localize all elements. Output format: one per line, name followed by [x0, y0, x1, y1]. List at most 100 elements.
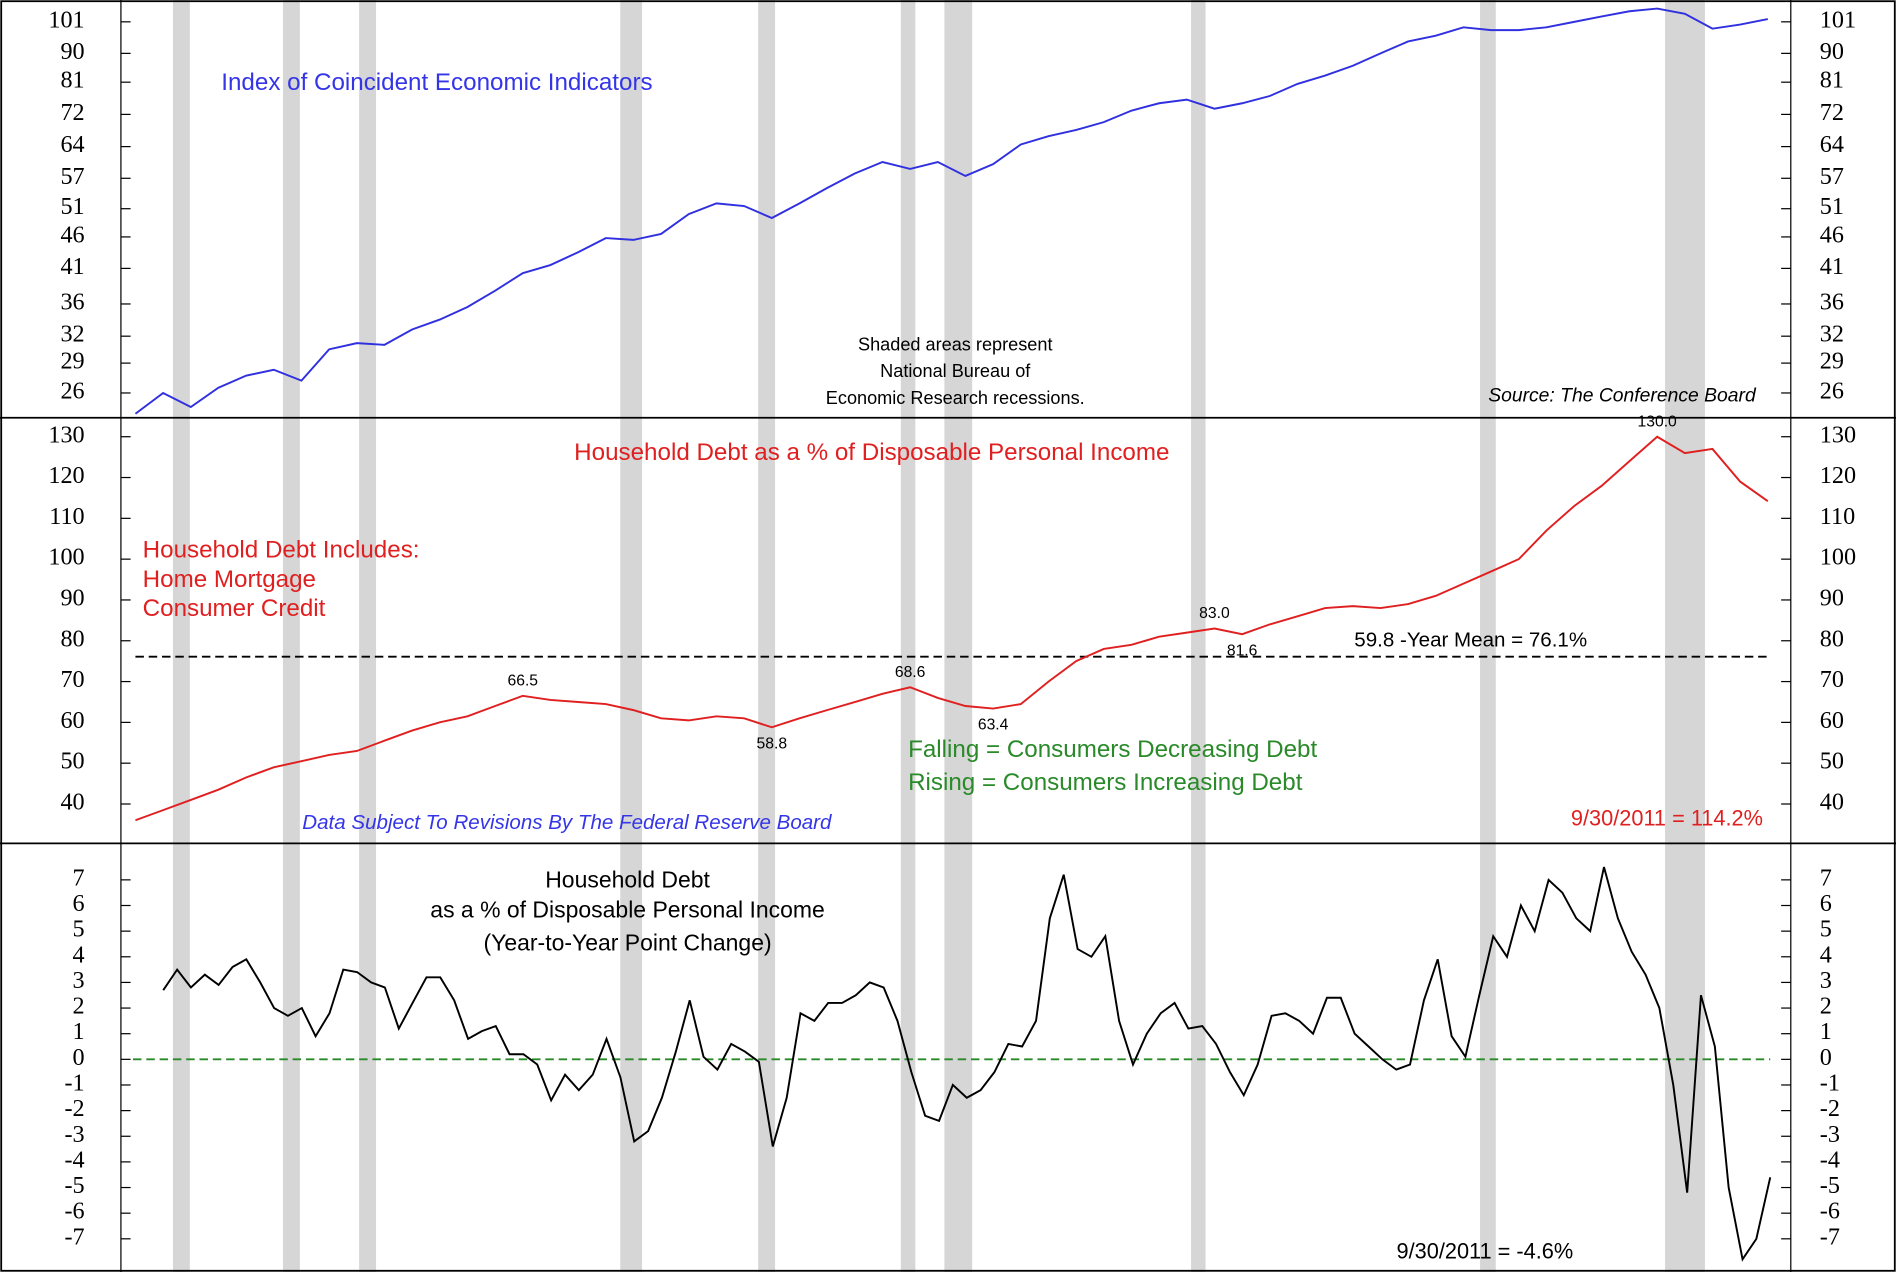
y-tick-label-right: 36 [1820, 289, 1844, 316]
y-tick-label-right: -2 [1820, 1095, 1840, 1122]
panel-title: (Year-to-Year Point Change) [483, 929, 771, 955]
panel-title: Index of Coincident Economic Indicators [221, 69, 652, 96]
y-tick-label-right: 64 [1820, 131, 1844, 158]
last-label: 9/30/2011 = 114.2% [1571, 806, 1763, 831]
y-tick-label-right: -7 [1820, 1223, 1840, 1250]
y-tick-label-right: 3 [1820, 967, 1832, 994]
value-label: 68.6 [895, 664, 926, 681]
recession-band [359, 0, 377, 1272]
recession-shading [172, 0, 1705, 1272]
recession-band [944, 0, 973, 1272]
note: Shaded areas represent [858, 335, 1052, 355]
y-tick-label-right: 46 [1820, 221, 1844, 248]
panel-title: Household Debt as a % of Disposable Pers… [574, 439, 1169, 466]
value-label: 63.4 [978, 717, 1009, 734]
y-tick-label: 101 [48, 6, 84, 33]
y-tick-label-right: 80 [1820, 625, 1844, 652]
note: Consumer Credit [143, 595, 326, 622]
y-tick-label: 26 [60, 378, 84, 405]
last-label: 9/30/2011 = -4.6% [1397, 1238, 1574, 1263]
y-tick-label-right: 2 [1820, 993, 1832, 1020]
note: Home Mortgage [143, 566, 316, 593]
value-label: 130.0 [1638, 413, 1678, 430]
y-tick-label-right: 60 [1820, 707, 1844, 734]
y-tick-label: 130 [48, 421, 84, 448]
y-tick-label: 7 [73, 864, 85, 891]
source: Source: The Conference Board [1488, 385, 1757, 407]
recession-band [172, 0, 190, 1272]
y-tick-label-right: 32 [1820, 321, 1844, 348]
y-tick-label: 5 [73, 916, 85, 943]
y-tick-label-right: 100 [1820, 544, 1856, 571]
note: Economic Research recessions. [826, 388, 1085, 408]
y-tick-label: 0 [73, 1044, 85, 1071]
y-tick-label-right: 7 [1820, 864, 1832, 891]
y-tick-label-right: 5 [1820, 916, 1832, 943]
y-tick-label: -5 [65, 1172, 85, 1199]
y-tick-label: 32 [60, 321, 84, 348]
recession-band [1480, 0, 1496, 1272]
recession-band [1665, 0, 1705, 1272]
y-tick-label: -6 [65, 1198, 85, 1225]
y-tick-label: 51 [60, 193, 84, 220]
y-tick-label: -1 [65, 1070, 85, 1097]
data-line [135, 435, 1769, 822]
y-tick-label: -7 [65, 1223, 85, 1250]
recession-band [620, 0, 643, 1272]
y-tick-label: 100 [48, 544, 84, 571]
y-tick-label: 41 [60, 253, 84, 280]
y-tick-label: 4 [73, 941, 85, 968]
y-tick-label: 110 [49, 503, 84, 530]
y-tick-label-right: 4 [1820, 941, 1832, 968]
recession-band [900, 0, 916, 1272]
y-tick-label: 120 [48, 462, 84, 489]
panel-title: as a % of Disposable Personal Income [430, 897, 825, 923]
y-tick-label-right: -3 [1820, 1121, 1840, 1148]
y-tick-label: 90 [60, 38, 84, 65]
y-tick-label: -4 [65, 1146, 85, 1173]
y-tick-label-right: 40 [1820, 789, 1844, 816]
y-tick-label-right: 26 [1820, 378, 1844, 405]
value-label: 58.8 [756, 735, 787, 752]
note: National Bureau of [880, 361, 1031, 381]
y-tick-label: 60 [60, 707, 84, 734]
y-tick-label-right: 110 [1820, 503, 1855, 530]
y-tick-label-right: 90 [1820, 585, 1844, 612]
y-tick-label: 1 [73, 1018, 85, 1045]
y-tick-label-right: 130 [1820, 421, 1856, 448]
value-label: 81.6 [1227, 642, 1258, 659]
y-tick-label-right: 50 [1820, 748, 1844, 775]
legend-note: Falling = Consumers Decreasing Debt [908, 736, 1317, 763]
y-tick-label: 6 [73, 890, 85, 917]
y-tick-label: 57 [60, 163, 84, 190]
y-tick-label: 3 [73, 967, 85, 994]
y-tick-label: 90 [60, 585, 84, 612]
y-tick-label: 80 [60, 625, 84, 652]
note: Household Debt Includes: [143, 537, 420, 564]
recession-band [282, 0, 300, 1272]
y-tick-label-right: 57 [1820, 163, 1844, 190]
y-tick-label-right: -1 [1820, 1070, 1840, 1097]
recession-band [1191, 0, 1206, 1272]
y-tick-label: -2 [65, 1095, 85, 1122]
y-tick-label: 2 [73, 993, 85, 1020]
panel-title: Household Debt [545, 867, 710, 893]
y-tick-label-right: 0 [1820, 1044, 1832, 1071]
y-tick-label-right: 70 [1820, 666, 1844, 693]
y-tick-label: 36 [60, 289, 84, 316]
y-tick-label-right: -5 [1820, 1172, 1840, 1199]
value-label: 66.5 [507, 672, 538, 689]
y-tick-label-right: -4 [1820, 1146, 1840, 1173]
y-tick-label-right: 6 [1820, 890, 1832, 917]
y-tick-label: 81 [60, 67, 84, 94]
recession-band [758, 0, 776, 1272]
y-tick-label: 46 [60, 221, 84, 248]
y-tick-label-right: 51 [1820, 193, 1844, 220]
mean-label: 59.8 -Year Mean = 76.1% [1354, 628, 1587, 651]
y-tick-label: 72 [60, 99, 84, 126]
value-label: 83.0 [1199, 605, 1230, 622]
y-tick-label: 29 [60, 348, 84, 375]
data-line [134, 7, 1769, 415]
